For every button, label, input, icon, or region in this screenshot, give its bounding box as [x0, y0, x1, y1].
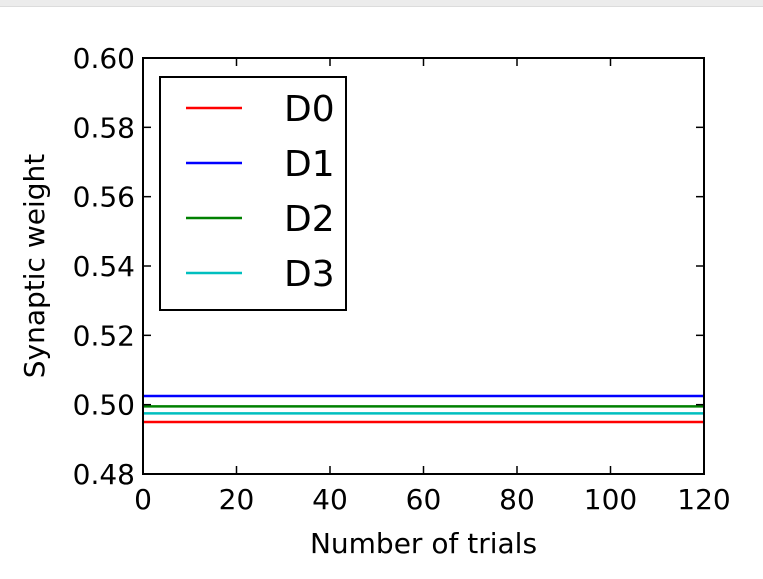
- legend-item-d3: D3: [186, 254, 335, 295]
- x-tick-label: 60: [406, 483, 442, 516]
- window-top-bar: [0, 0, 763, 7]
- y-tick-label: 0.54: [73, 250, 135, 283]
- y-tick-label: 0.56: [73, 181, 135, 214]
- x-tick-label: 20: [219, 483, 255, 516]
- legend-item-d0: D0: [186, 89, 335, 130]
- ticks-layer: 0 20 40 60 80 100 120 0.48 0.50 0.52 0.54 0.56 0.58 0…: [73, 42, 731, 516]
- y-tick-label: 0.48: [73, 458, 135, 491]
- legend-label: D1: [284, 144, 335, 185]
- legend-box: [159, 76, 347, 311]
- x-tick-label: 100: [584, 483, 637, 516]
- x-tick-label: 80: [499, 483, 535, 516]
- legend: D0 D1 D2 D3: [159, 76, 347, 311]
- legend-label: D3: [284, 254, 335, 295]
- y-axis-label: Synaptic weight: [18, 154, 51, 379]
- legend-label: D2: [284, 199, 335, 240]
- x-tick-label: 40: [312, 483, 348, 516]
- x-tick-label: 0: [134, 483, 152, 516]
- y-tick-label: 0.58: [73, 111, 135, 144]
- x-axis-label: Number of trials: [310, 527, 537, 560]
- y-tick-label: 0.60: [73, 42, 135, 75]
- legend-label: D0: [284, 89, 335, 130]
- y-tick-label: 0.52: [73, 319, 135, 352]
- y-tick-label: 0.50: [73, 389, 135, 422]
- x-tick-label: 120: [677, 483, 730, 516]
- legend-item-d1: D1: [186, 144, 335, 185]
- series-layer: [143, 394, 704, 424]
- legend-item-d2: D2: [186, 199, 335, 240]
